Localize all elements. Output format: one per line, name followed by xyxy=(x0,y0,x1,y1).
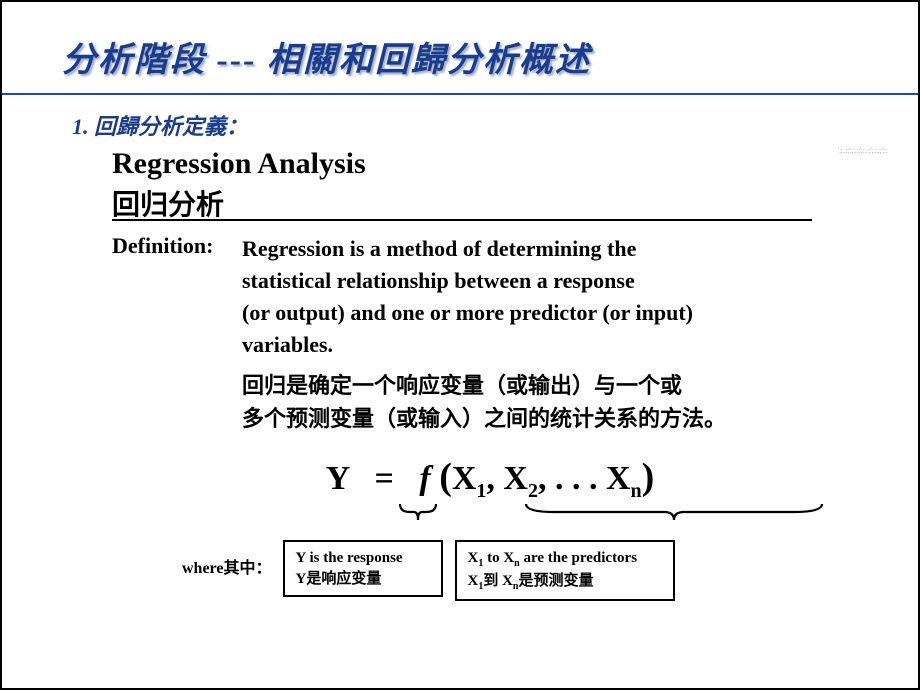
title-divider xyxy=(2,93,918,95)
heading-english: Regression Analysis xyxy=(112,147,868,181)
definition-text-en: Regression is a method of determining th… xyxy=(242,233,693,361)
definition-label: Definition: xyxy=(112,233,242,361)
box-x: X1 to Xn are the predictors X1到 Xn是预测变量 xyxy=(455,540,675,601)
where-label-en: where xyxy=(182,560,223,577)
formula-paren-close: ) xyxy=(642,456,655,498)
content: Regression Analysis 回归分析 Definition: Reg… xyxy=(112,147,868,601)
brace-y-icon xyxy=(398,502,438,524)
heading-chinese: 回归分析 xyxy=(112,183,224,223)
brace-fx-icon xyxy=(524,502,824,524)
formula: Y = f (X1, X2, . . . Xn) xyxy=(112,455,868,503)
definition-english: Definition: Regression is a method of de… xyxy=(112,233,868,361)
noise-artifact: ';:..:;';.:.:;';:..:;';.:.:;';:..:;';.:.… xyxy=(838,147,888,227)
box-y: Y is the response Y是响应变量 xyxy=(283,540,443,597)
def-cn-line: 回归是确定一个响应变量（或输出）与一个或 xyxy=(242,373,682,398)
box-x-line2: X1到 Xn是预测变量 xyxy=(467,573,593,589)
formula-lhs: Y xyxy=(326,460,349,497)
def-en-line: Regression is a method of determining th… xyxy=(242,236,636,261)
box-y-line2: Y是响应变量 xyxy=(295,571,381,587)
formula-paren-open: ( xyxy=(439,456,452,498)
formula-args: X1, X2, . . . Xn xyxy=(452,460,642,497)
formula-eq: = xyxy=(374,460,393,497)
slide-title: 分析階段 --- 相關和回歸分析概述 xyxy=(62,32,868,81)
def-cn-line: 多个预测变量（或输入）之间的统计关系的方法。 xyxy=(242,406,726,431)
def-en-line: variables. xyxy=(242,332,333,357)
definition-text-cn: 回归是确定一个响应变量（或输出）与一个或 多个预测变量（或输入）之间的统计关系的… xyxy=(242,369,868,435)
section-heading: 1. 回歸分析定義： xyxy=(72,109,868,141)
where-label-cn: 其中： xyxy=(223,560,271,577)
slide: 分析階段 --- 相關和回歸分析概述 1. 回歸分析定義： Regression… xyxy=(0,0,920,690)
def-en-line: (or output) and one or more predictor (o… xyxy=(242,300,693,325)
box-x-line1: X1 to Xn are the predictors xyxy=(467,550,637,566)
where-label: where其中： xyxy=(182,554,271,578)
box-y-line1: Y is the response xyxy=(295,550,402,566)
where-row: where其中： Y is the response Y是响应变量 X1 to … xyxy=(182,540,868,601)
def-en-line: statistical relationship between a respo… xyxy=(242,268,635,293)
brace-row xyxy=(112,508,868,534)
formula-func: f xyxy=(419,460,430,497)
